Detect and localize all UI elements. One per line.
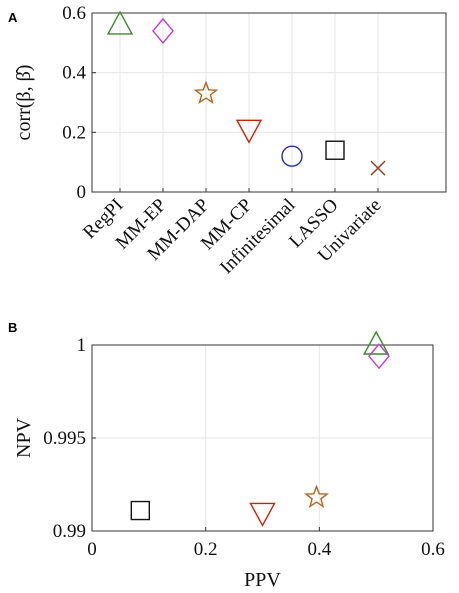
data-point-b-diamond [368,343,390,370]
y-tick-label: 0 [77,182,87,203]
panel-label-a: A [8,10,18,25]
data-point-mm-ep [152,17,174,44]
data-point-infinitesimal [281,145,303,167]
x-tick-label: 0.2 [194,539,218,560]
data-point-mm-cp [235,119,263,144]
data-point-b-square [130,500,151,521]
data-point-univariate [370,160,386,176]
x-axis-label-b: PPV [244,569,281,591]
data-point-b-star [304,484,329,509]
x-tick-label: 0.6 [421,539,445,560]
y-tick-label: 1 [77,335,87,356]
y-tick-label: 0.995 [43,428,86,449]
x-tick-label: 0.4 [307,539,331,560]
data-point-mm-dap [193,80,219,105]
y-axis-label-b: NPV [13,417,35,458]
data-point-b-triangle-up [362,330,390,355]
plot-area-a [91,12,447,193]
data-point-lasso [325,140,345,160]
data-point-regpi [106,10,134,35]
data-point-b-triangle-down [249,502,276,527]
y-tick-label: 0.99 [53,521,86,542]
y-tick-label: 0.6 [62,3,86,24]
y-tick-label: 0.4 [62,63,86,84]
y-axis-label-a: corr(β, β̂) [13,65,35,141]
plot-area-b [91,344,434,532]
panel-label-b: B [8,320,17,335]
x-tick-label: 0 [87,539,97,560]
y-tick-label: 0.2 [62,122,86,143]
